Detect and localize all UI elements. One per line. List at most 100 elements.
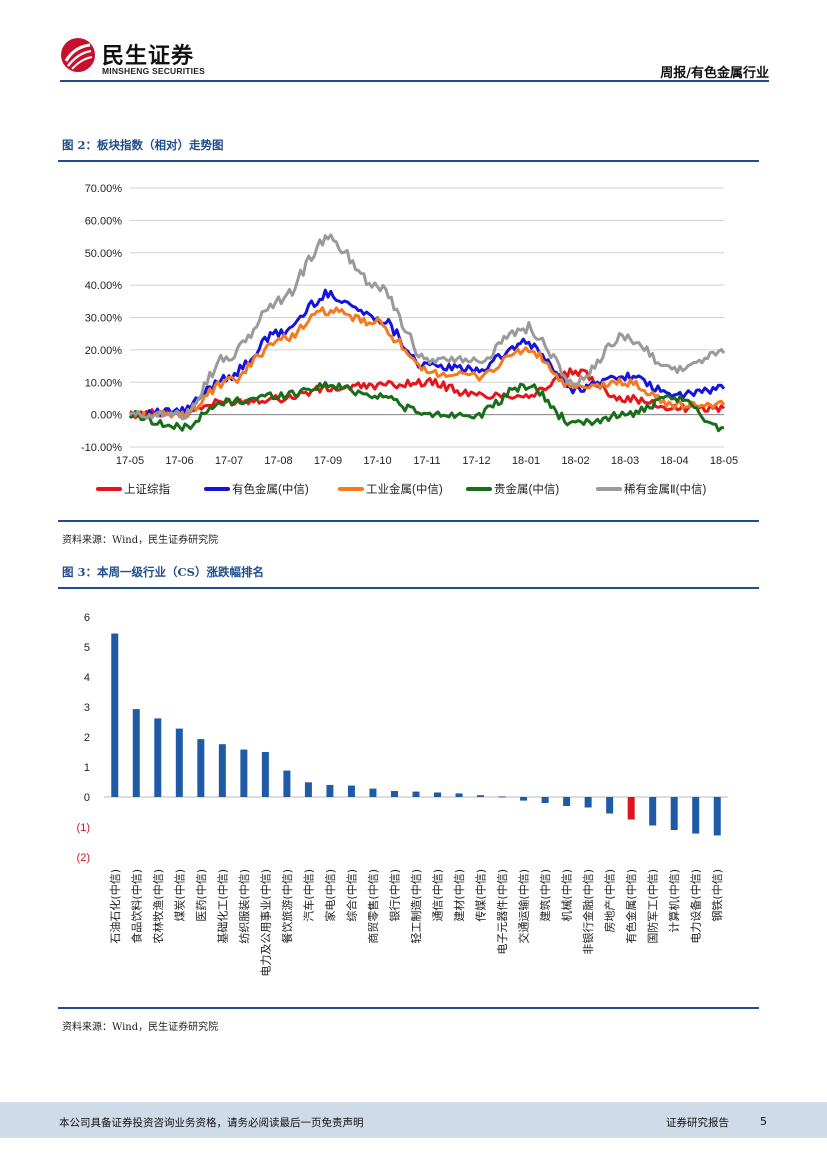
bar: [649, 797, 657, 826]
minsheng-logo-icon: [61, 38, 95, 72]
category-label: 国防军工(中信): [646, 869, 660, 944]
x-tick-label: 18-04: [660, 455, 688, 467]
bar: [606, 797, 614, 814]
figure3-top-rule: [58, 587, 759, 589]
bar: [627, 797, 635, 820]
figure3-bottom-rule: [58, 1007, 759, 1009]
y-tick-label: 10.00%: [85, 377, 123, 389]
bar: [369, 788, 377, 797]
document-type: 周报/有色金属行业: [660, 66, 769, 81]
y-tick-label: 6: [84, 612, 90, 624]
series-line-4: [129, 381, 725, 433]
bar: [240, 749, 248, 797]
brand-name-en: MINSHENG SECURITIES: [102, 66, 205, 76]
category-label: 轻工制造(中信): [409, 869, 423, 944]
footer-disclaimer: 本公司具备证券投资咨询业务资格，请务必阅读最后一页免责声明: [59, 1117, 364, 1129]
y-tick-label: 3: [84, 702, 90, 714]
industry-ranking-bar-chart: 6 5 4 3 2 1 0 (1) (2) 石油石化(中信) 食品饮料(中信) 农林牧渔(中信) 煤炭(…: [77, 612, 728, 977]
x-tick-label: 18-05: [710, 455, 738, 467]
x-tick-label: 17-09: [314, 455, 342, 467]
bar: [412, 791, 420, 797]
y-tick-label: 1: [84, 762, 90, 774]
category-label: 钢铁(中信): [711, 869, 724, 922]
y-tick-label: 4: [84, 672, 90, 684]
figure2-top-rule: [58, 160, 759, 162]
bar: [713, 797, 721, 836]
category-label: 石油石化(中信): [108, 869, 122, 944]
y-tick-label: 20.00%: [85, 345, 123, 357]
y-tick-label: 0: [84, 792, 90, 804]
y-tick-label: 30.00%: [85, 313, 123, 325]
x-tick-label: 17-12: [462, 455, 490, 467]
bar: [520, 797, 528, 801]
category-label: 建筑(中信): [538, 869, 552, 922]
y-tick-label: 5: [84, 642, 90, 654]
y-tick-label: 50.00%: [85, 248, 123, 260]
bar: [584, 797, 592, 808]
category-label: 计算机(中信): [667, 869, 681, 933]
category-label: 医药(中信): [195, 869, 208, 922]
y-tick-label: 0.00%: [91, 410, 122, 422]
x-tick-label: 17-05: [116, 455, 144, 467]
category-label: 电子元器件(中信): [496, 869, 509, 955]
y-tick-label: (1): [77, 822, 90, 834]
x-tick-label: 17-07: [215, 455, 243, 467]
bar: [692, 797, 700, 834]
legend-label: 工业金属(中信): [366, 482, 443, 496]
category-label: 有色金属(中信): [624, 869, 638, 944]
bar: [541, 797, 549, 803]
y-tick-label: 40.00%: [85, 280, 123, 292]
bar: [390, 791, 398, 797]
category-label: 汽车(中信): [301, 869, 315, 922]
category-label: 传媒(中信): [475, 869, 488, 922]
bar: [218, 744, 226, 797]
bar: [477, 795, 485, 797]
bar: [434, 792, 442, 797]
legend-label: 上证综指: [124, 482, 170, 496]
figure2-source: 资料来源：Wind，民生证券研究院: [62, 535, 219, 546]
category-label: 商贸零售(中信): [366, 869, 380, 944]
category-label: 建材(中信): [452, 869, 466, 922]
bar: [175, 728, 183, 797]
bar: [670, 797, 678, 830]
bar: [455, 793, 463, 797]
x-tick-label: 18-03: [611, 455, 639, 467]
bar: [154, 718, 162, 797]
bar: [132, 709, 140, 797]
bar: [347, 785, 355, 797]
figure3-source: 资料来源：Wind，民生证券研究院: [62, 1022, 219, 1033]
figure2-bottom-rule: [58, 520, 759, 522]
x-tick-label: 17-11: [413, 455, 440, 467]
category-label: 纺织服装(中信): [237, 869, 251, 944]
y-tick-label: 70.00%: [85, 183, 123, 195]
category-label: 机械(中信): [560, 869, 574, 922]
category-label: 家电(中信): [323, 869, 337, 922]
brand-name-cn: 民生证券: [102, 44, 195, 69]
figure2-title: 图 2：板块指数（相对）走势图: [62, 138, 224, 152]
bar: [498, 796, 506, 798]
series-line-2: [128, 288, 726, 419]
x-tick-label: 17-10: [363, 455, 391, 467]
sector-index-line-chart: 70.00% 60.00% 50.00% 40.00% 30.00% 20.00% 10.0…: [81, 183, 738, 496]
x-tick-label: 18-01: [512, 455, 540, 467]
x-tick-label: 17-06: [165, 455, 193, 467]
legend-label: 贵金属(中信): [494, 482, 559, 496]
y-tick-label: 60.00%: [85, 215, 123, 227]
bar: [261, 752, 269, 797]
bar: [563, 797, 571, 806]
bar: [304, 782, 312, 797]
footer-bar: [0, 1102, 827, 1138]
category-label: 通信(中信): [432, 869, 445, 922]
x-tick-label: 17-08: [264, 455, 292, 467]
bar: [197, 739, 205, 797]
x-tick-label: 18-02: [561, 455, 589, 467]
category-label: 银行(中信): [387, 869, 401, 922]
category-label: 非银行金融(中信): [581, 869, 595, 955]
category-label: 综合(中信): [344, 869, 358, 922]
figure3-title: 图 3：本周一级行业（CS）涨跌幅排名: [62, 565, 264, 579]
category-label: 基础化工(中信): [215, 869, 229, 944]
y-tick-label: 2: [84, 732, 90, 744]
series-line-3: [129, 306, 726, 420]
y-tick-label: -10.00%: [81, 442, 122, 454]
page-number: 5: [760, 1115, 767, 1128]
